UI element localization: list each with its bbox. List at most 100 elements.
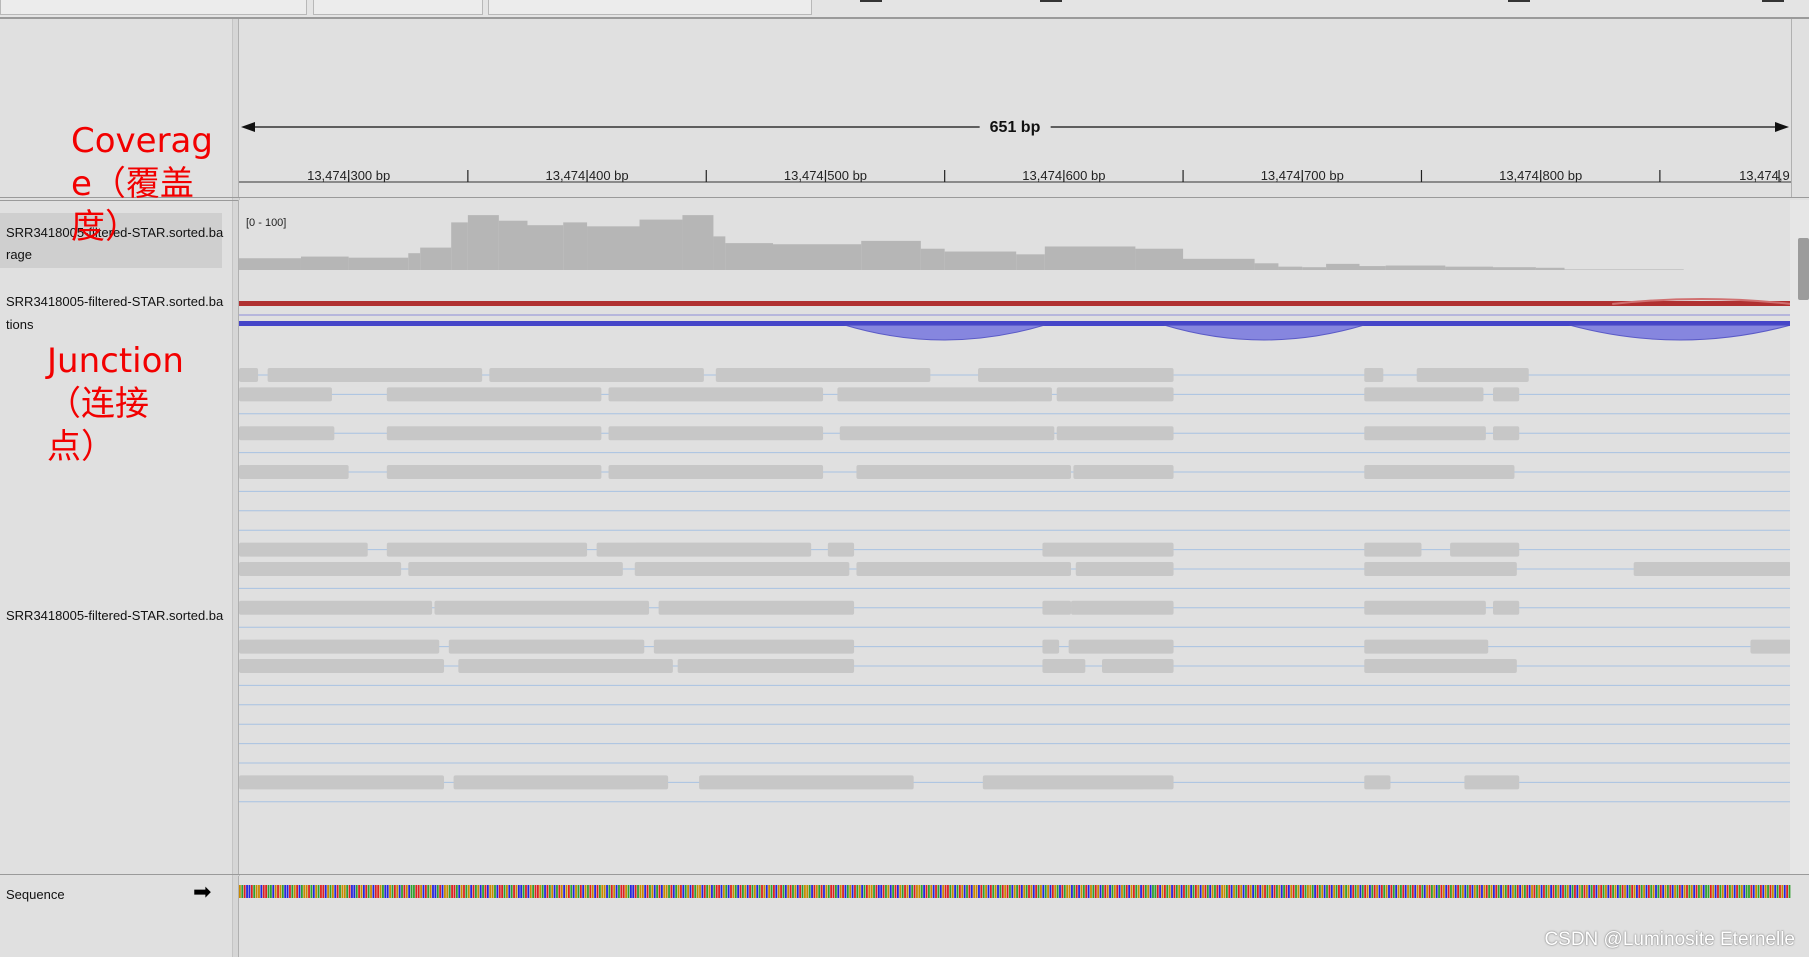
sequence-base <box>773 885 775 898</box>
sequence-base <box>246 885 248 898</box>
coverage-track-name[interactable]: SRR3418005-filtered-STAR.sorted.bam Cove… <box>6 225 224 240</box>
sequence-base <box>1192 885 1195 898</box>
sequence-base <box>1051 885 1054 898</box>
span-arrow-right-icon <box>1775 122 1789 132</box>
sequence-base <box>911 885 914 898</box>
coverage-bar <box>861 240 921 270</box>
sequence-base <box>1352 885 1355 898</box>
sequence-base <box>889 885 892 898</box>
sequence-base <box>1721 885 1724 898</box>
sequence-base <box>1247 885 1250 898</box>
sequence-base <box>1705 885 1707 898</box>
sequence-base <box>1383 885 1386 898</box>
sequence-base <box>1471 885 1474 898</box>
read-block <box>1492 387 1520 402</box>
sequence-base <box>1154 885 1157 898</box>
sequence-base <box>1595 885 1598 898</box>
sequence-base <box>1171 885 1173 898</box>
sequence-base <box>567 885 570 898</box>
sequence-base <box>982 885 985 898</box>
sequence-base <box>1669 885 1672 898</box>
sequence-base <box>1073 885 1076 898</box>
zoom-in-icon[interactable] <box>1762 0 1784 2</box>
refresh-icon[interactable] <box>1040 0 1062 2</box>
sequence-base <box>885 885 887 898</box>
sequence-base <box>713 885 716 898</box>
sequence-base <box>303 885 306 898</box>
read-block <box>1073 465 1174 479</box>
strand-arrow-icon[interactable]: ➡ <box>193 879 212 904</box>
vertical-scrollbar[interactable] <box>1790 200 1809 874</box>
sequence-base <box>730 885 732 898</box>
sequence-base <box>1037 885 1040 898</box>
read-block <box>1068 639 1174 654</box>
sequence-base <box>987 885 990 898</box>
sequence-base <box>1476 885 1479 898</box>
sequence-base <box>1349 885 1352 898</box>
sequence-base <box>1311 885 1314 898</box>
sequence-base <box>985 885 987 898</box>
sequence-base <box>992 885 995 898</box>
sequence-base <box>482 885 484 898</box>
sequence-base <box>668 885 670 898</box>
sequence-base <box>1109 885 1111 898</box>
sequence-base <box>1757 885 1760 898</box>
sequence-base <box>1128 885 1131 898</box>
junction-arc <box>1569 324 1791 341</box>
junctions-track-name[interactable]: SRR3418005-filtered-STAR.sorted.bam Junc… <box>6 294 224 309</box>
genome-dropdown[interactable] <box>0 0 307 15</box>
sequence-base <box>508 885 511 898</box>
sequence-base <box>806 885 809 898</box>
sequence-base <box>1223 885 1226 898</box>
zoom-out-icon[interactable] <box>1508 0 1530 2</box>
sequence-base <box>408 885 411 898</box>
sequence-base <box>1054 885 1057 898</box>
locus-input[interactable] <box>488 0 812 15</box>
sequence-base <box>541 885 544 898</box>
sequence-base <box>746 885 749 898</box>
sequence-base <box>467 885 470 898</box>
sequence-base <box>279 885 282 898</box>
sequence-base <box>656 885 658 898</box>
sequence-base <box>1526 885 1529 898</box>
sequence-base <box>1071 885 1073 898</box>
coverage-bar <box>1302 267 1327 270</box>
sequence-base <box>811 885 813 898</box>
sequence-base <box>1280 885 1283 898</box>
sequence-base <box>1118 885 1121 898</box>
sequence-base <box>1459 885 1462 898</box>
sequence-base <box>1318 885 1321 898</box>
sequence-base <box>796 885 799 898</box>
sequence-base <box>403 885 406 898</box>
sequence-base <box>1278 885 1281 898</box>
chromosome-dropdown[interactable] <box>313 0 483 15</box>
read-block <box>386 542 588 557</box>
sequence-base <box>286 885 289 898</box>
read-block <box>1364 562 1517 576</box>
read-block <box>1075 562 1174 576</box>
data-panel[interactable]: [0 - 100] <box>238 200 1792 874</box>
sequence-base <box>780 885 782 898</box>
sequence-base <box>708 885 711 898</box>
sequence-base <box>439 885 442 898</box>
home-icon[interactable] <box>860 0 882 2</box>
alignment-track-name[interactable]: SRR3418005-filtered-STAR.sorted.bam <box>6 608 224 623</box>
junction-arc-plus <box>1612 298 1791 305</box>
sequence-base <box>393 885 396 898</box>
sequence-base <box>942 885 945 898</box>
sequence-base <box>239 885 241 898</box>
sequence-base <box>510 885 513 898</box>
sequence-base <box>639 885 642 898</box>
coverage-bar <box>1254 263 1279 270</box>
sequence-base <box>1724 885 1727 898</box>
sequence-base <box>808 885 811 898</box>
sequence-base <box>1738 885 1741 898</box>
sequence-base <box>413 885 415 898</box>
sequence-track-name[interactable]: Sequence <box>6 887 65 902</box>
sequence-base <box>1428 885 1431 898</box>
sequence-base <box>1447 885 1450 898</box>
sequence-base <box>463 885 465 898</box>
sequence-base <box>1621 885 1624 898</box>
scrollbar-thumb[interactable] <box>1798 238 1809 300</box>
coverage-name-highlight[interactable] <box>0 213 222 268</box>
